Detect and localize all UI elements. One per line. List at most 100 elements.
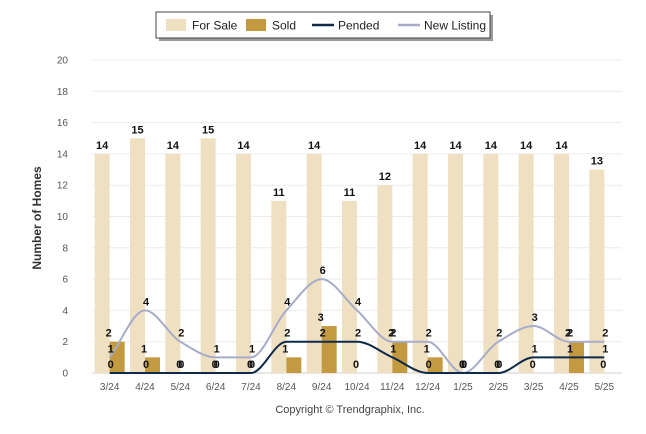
label-new-listing: 2 (390, 328, 396, 340)
label-sold: 0 (176, 359, 182, 371)
label-sold: 3 (318, 312, 324, 324)
label-new-listing: 2 (567, 328, 573, 340)
bars (94, 138, 605, 373)
y-tick-label: 12 (57, 181, 69, 192)
label-pended: 2 (320, 328, 326, 340)
x-tick-label: 4/25 (559, 382, 579, 393)
label-pended: 0 (178, 359, 184, 371)
bar-for-sale (165, 153, 181, 373)
lines (108, 278, 605, 375)
label-for-sale: 14 (96, 140, 109, 152)
label-new-listing: 1 (108, 343, 114, 355)
label-for-sale: 14 (308, 140, 321, 152)
x-tick-label: 4/24 (135, 382, 155, 393)
y-tick-label: 20 (57, 56, 69, 67)
label-sold: 0 (530, 359, 536, 371)
label-new-listing: 1 (214, 343, 220, 355)
label-pended: 0 (214, 359, 220, 371)
y-tick-label: 10 (57, 212, 69, 223)
x-tick-label: 1/25 (453, 382, 473, 393)
y-axis-label: Number of Homes (30, 166, 44, 270)
label-sold: 0 (353, 359, 359, 371)
legend-label-new-listing: New Listing (424, 19, 486, 33)
bar-for-sale (589, 169, 605, 373)
x-tick-label: 12/24 (415, 382, 440, 393)
label-sold: 2 (106, 328, 112, 340)
label-pended: 0 (108, 359, 114, 371)
label-for-sale: 15 (202, 124, 214, 136)
label-sold: 1 (282, 343, 288, 355)
label-sold: 0 (212, 359, 218, 371)
bar-for-sale (94, 153, 110, 373)
label-pended: 1 (602, 343, 608, 355)
bar-for-sale (448, 153, 463, 373)
legend-swatch-sold (246, 19, 266, 31)
y-tick-label: 0 (62, 369, 68, 380)
x-tick-label: 5/24 (171, 382, 191, 393)
label-for-sale: 11 (344, 187, 356, 199)
label-new-listing: 2 (426, 328, 432, 340)
x-tick-label: 8/24 (277, 382, 297, 393)
bar-for-sale (271, 200, 287, 373)
label-new-listing: 0 (461, 359, 467, 371)
bar-sold (145, 357, 160, 373)
label-sold: 1 (141, 343, 147, 355)
label-new-listing: 4 (143, 296, 150, 308)
bar-for-sale (554, 153, 569, 373)
bar-for-sale (342, 200, 357, 373)
label-for-sale: 12 (379, 171, 391, 183)
label-for-sale: 14 (520, 140, 533, 152)
bar-for-sale (236, 153, 251, 373)
label-sold: 2 (388, 328, 394, 340)
label-new-listing: 1 (249, 343, 255, 355)
bar-for-sale (412, 153, 428, 373)
y-tick-labels: 0 2 4 6 8 10 12 14 16 18 20 (57, 56, 69, 380)
bar-for-sale (518, 153, 534, 373)
label-new-listing: 3 (532, 312, 538, 324)
label-new-listing: 2 (178, 328, 184, 340)
bar-for-sale (130, 138, 145, 373)
bar-sold (109, 341, 125, 373)
label-sold: 2 (565, 328, 571, 340)
label-pended: 1 (567, 343, 573, 355)
y-tick-label: 14 (57, 149, 69, 160)
y-tick-label: 4 (62, 306, 68, 317)
y-tick-label: 16 (57, 118, 69, 129)
legend: For Sale Sold Pended New Listing (155, 11, 493, 41)
x-tick-label: 10/24 (344, 382, 369, 393)
x-tick-label: 3/24 (100, 382, 120, 393)
label-pended: 1 (532, 343, 538, 355)
value-labels: 1410215401142001510014100114211462311420… (96, 124, 608, 371)
label-for-sale: 14 (485, 140, 498, 152)
x-tick-labels: 3/24 4/24 5/24 6/24 7/24 8/24 9/24 10/24 11/24 12… (100, 382, 615, 393)
bar-for-sale (306, 153, 322, 373)
bar-sold (321, 326, 337, 373)
label-sold: 0 (247, 359, 253, 371)
label-sold: 0 (459, 359, 465, 371)
label-for-sale: 11 (273, 187, 285, 199)
y-tick-label: 18 (57, 87, 69, 98)
x-tick-label: 7/24 (241, 382, 261, 393)
x-tick-label: 11/24 (380, 382, 405, 393)
label-pended: 1 (390, 343, 396, 355)
label-pended: 2 (355, 328, 361, 340)
x-tick-label: 5/25 (595, 382, 615, 393)
bar-for-sale (483, 153, 499, 373)
label-for-sale: 14 (414, 140, 427, 152)
x-tick-label: 3/25 (524, 382, 544, 393)
x-tick-label: 2/25 (489, 382, 509, 393)
label-sold: 1 (424, 343, 430, 355)
label-new-listing: 2 (496, 328, 502, 340)
label-pended: 0 (426, 359, 432, 371)
label-pended: 0 (249, 359, 255, 371)
label-pended: 0 (143, 359, 149, 371)
y-tick-label: 2 (62, 337, 68, 348)
label-new-listing: 4 (284, 296, 291, 308)
label-pended: 2 (284, 328, 290, 340)
legend-label-for-sale: For Sale (192, 19, 238, 33)
label-sold: 0 (494, 359, 500, 371)
y-tick-label: 8 (62, 243, 68, 254)
label-for-sale: 14 (555, 140, 568, 152)
label-new-listing: 2 (602, 328, 608, 340)
